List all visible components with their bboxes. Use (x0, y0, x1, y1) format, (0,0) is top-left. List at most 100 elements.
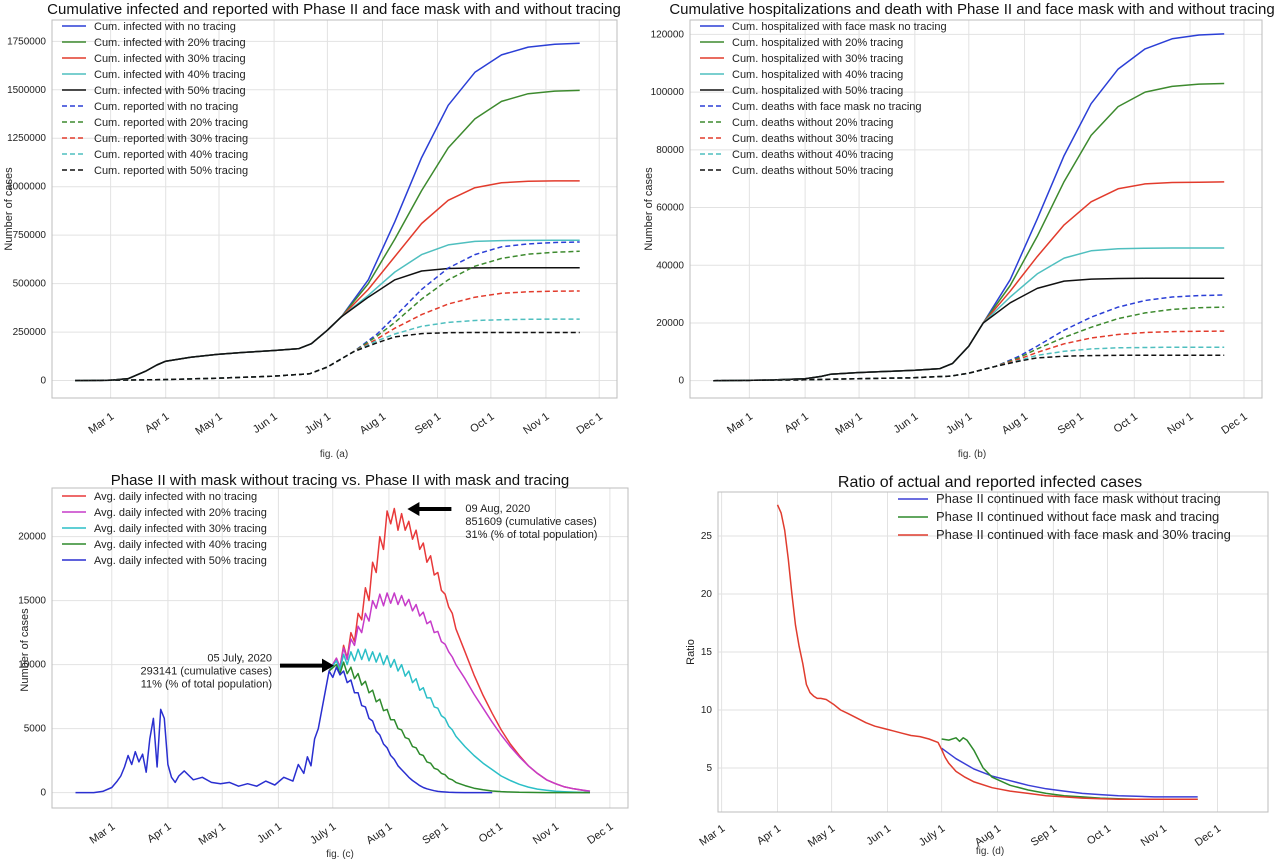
x-tick-label: Oct 1 (477, 821, 505, 846)
x-tick-label: Jun 1 (892, 411, 921, 436)
legend: Phase II continued with face mask withou… (898, 491, 1231, 542)
x-tick-label: Mar 1 (86, 411, 116, 437)
figure-caption: fig. (a) (320, 449, 348, 460)
y-tick-label: 20 (701, 589, 713, 600)
legend-label: Avg. daily infected with 50% tracing (94, 555, 267, 567)
legend-label: Cum. infected with 20% tracing (94, 37, 246, 49)
annotation-text: 09 Aug, 2020 (465, 503, 530, 515)
x-tick-label: Nov 1 (531, 821, 561, 847)
x-tick-label: Apr 1 (755, 823, 783, 848)
y-tick-label: 20000 (18, 532, 46, 543)
series-line-10 (713, 354, 1225, 382)
y-tick-label: 0 (40, 788, 46, 799)
x-tick-label: Mar 1 (697, 823, 727, 849)
x-tick-label: Sep 1 (1056, 411, 1086, 437)
y-axis-label: Ratio (685, 639, 697, 665)
chart-panel-4: 5 10 15 20 25 Mar 1 Apr 1 May 1 Jun 1 July 1 Aug 1… (685, 474, 1269, 857)
legend-label: Cum. deaths without 40% tracing (732, 149, 893, 161)
y-tick-label: 0 (40, 376, 46, 387)
x-tick-label: Apr 1 (782, 411, 810, 436)
series-line-2 (941, 737, 1198, 800)
legend-label: Cum. reported with 40% tracing (94, 149, 248, 161)
y-tick-label: 80000 (656, 145, 684, 156)
y-tick-label: 1750000 (7, 36, 46, 47)
y-tick-label: 1000000 (7, 182, 46, 193)
annotation-text: 31% (% of total population) (465, 529, 597, 541)
annotation-text: 851609 (cumulative cases) (465, 516, 596, 528)
legend-label: Cum. reported with no tracing (94, 101, 238, 113)
legend-label: Cum. hospitalized with 50% tracing (732, 85, 903, 97)
legend-label: Cum. infected with 50% tracing (94, 85, 246, 97)
x-tick-label: Aug 1 (358, 411, 388, 437)
y-tick-label: 100000 (651, 87, 685, 98)
annotation-text: 293141 (cumulative cases) (141, 666, 272, 678)
y-axis-label: Number of cases (643, 167, 655, 251)
y-tick-label: 5000 (24, 724, 47, 735)
x-tick-label: Aug 1 (973, 823, 1003, 849)
x-tick-label: May 1 (806, 823, 837, 850)
legend: Avg. daily infected with no tracing Avg. … (62, 491, 267, 567)
annotation-text: 11% (% of total population) (141, 679, 272, 691)
x-tick-label: Oct 1 (1085, 823, 1113, 848)
chart-panel-2: 0 20000 40000 60000 80000 100000 120000 Mar 1 Ap… (643, 1, 1275, 460)
annotation-text: 05 July, 2020 (207, 653, 272, 665)
legend-label: Phase II continued with face mask and 30… (936, 527, 1231, 542)
x-tick-label: Dec 1 (1193, 823, 1223, 849)
x-tick-label: Mar 1 (88, 821, 118, 847)
legend-label: Cum. infected with no tracing (94, 21, 236, 33)
x-tick-label: July 1 (917, 823, 947, 849)
legend-label: Cum. deaths without 30% tracing (732, 133, 893, 145)
legend-label: Cum. deaths with face mask no tracing (732, 101, 922, 113)
legend-label: Phase II continued without face mask and… (936, 509, 1219, 524)
figure-caption: fig. (b) (958, 449, 986, 460)
series-line-2 (328, 592, 591, 792)
legend-label: Phase II continued with face mask withou… (936, 491, 1221, 506)
chart-title: Cumulative infected and reported with Ph… (47, 1, 621, 18)
x-tick-label: July 1 (303, 411, 333, 437)
chart-panel-1: 0 250000 500000 750000 1000000 1250000 1500000… (3, 1, 621, 460)
x-tick-label: Oct 1 (468, 411, 496, 436)
plot-frame (717, 491, 1269, 813)
legend-label: Cum. infected with 30% tracing (94, 53, 246, 65)
y-tick-label: 0 (678, 376, 684, 387)
x-tick-label: Nov 1 (1139, 823, 1169, 849)
y-tick-label: 1250000 (7, 133, 46, 144)
x-tick-label: Nov 1 (1165, 411, 1195, 437)
legend-label: Avg. daily infected with no tracing (94, 491, 257, 503)
series-line-3 (328, 648, 591, 794)
y-tick-label: 40000 (656, 260, 684, 271)
y-tick-label: 120000 (651, 29, 685, 40)
x-tick-label: Sep 1 (1029, 823, 1059, 849)
x-tick-label: May 1 (193, 411, 224, 438)
y-tick-label: 10000 (18, 660, 46, 671)
x-tick-label: Apr 1 (143, 411, 171, 436)
chart-title: Cumulative hospitalizations and death wi… (669, 1, 1274, 18)
y-tick-label: 15000 (18, 596, 46, 607)
x-tick-label: Aug 1 (1000, 411, 1030, 437)
legend-label: Cum. deaths without 20% tracing (732, 117, 893, 129)
legend-label: Cum. reported with 20% tracing (94, 117, 248, 129)
x-tick-label: Sep 1 (413, 411, 443, 437)
x-tick-label: Oct 1 (1112, 411, 1140, 436)
x-tick-label: May 1 (833, 411, 864, 438)
legend: Cum. infected with no tracing Cum. infect… (62, 21, 248, 177)
x-tick-label: Sep 1 (420, 821, 450, 847)
y-axis-label: Number of cases (19, 608, 31, 692)
x-tick-label: Mar 1 (725, 411, 755, 437)
series-line-5 (713, 277, 1225, 382)
chart-title: Ratio of actual and reported infected ca… (838, 474, 1142, 491)
legend-label: Cum. hospitalized with 30% tracing (732, 53, 903, 65)
figure-caption: fig. (d) (976, 846, 1004, 857)
annotation-arrow-head (407, 502, 420, 517)
x-tick-label: July 1 (308, 821, 338, 847)
series-line-1 (328, 507, 591, 793)
annotation-arrow-head (322, 658, 334, 673)
series-line-3 (776, 504, 1198, 800)
y-tick-label: 10 (701, 705, 713, 716)
legend-label: Cum. infected with 40% tracing (94, 69, 246, 81)
y-tick-label: 15 (701, 647, 713, 658)
legend-label: Cum. hospitalized with 20% tracing (732, 37, 903, 49)
chart-panel-3: 0 5000 10000 15000 20000 Mar 1 Apr 1 May 1 Jun 1… (18, 472, 629, 860)
figure-caption: fig. (c) (326, 849, 354, 860)
y-tick-label: 60000 (656, 203, 684, 214)
